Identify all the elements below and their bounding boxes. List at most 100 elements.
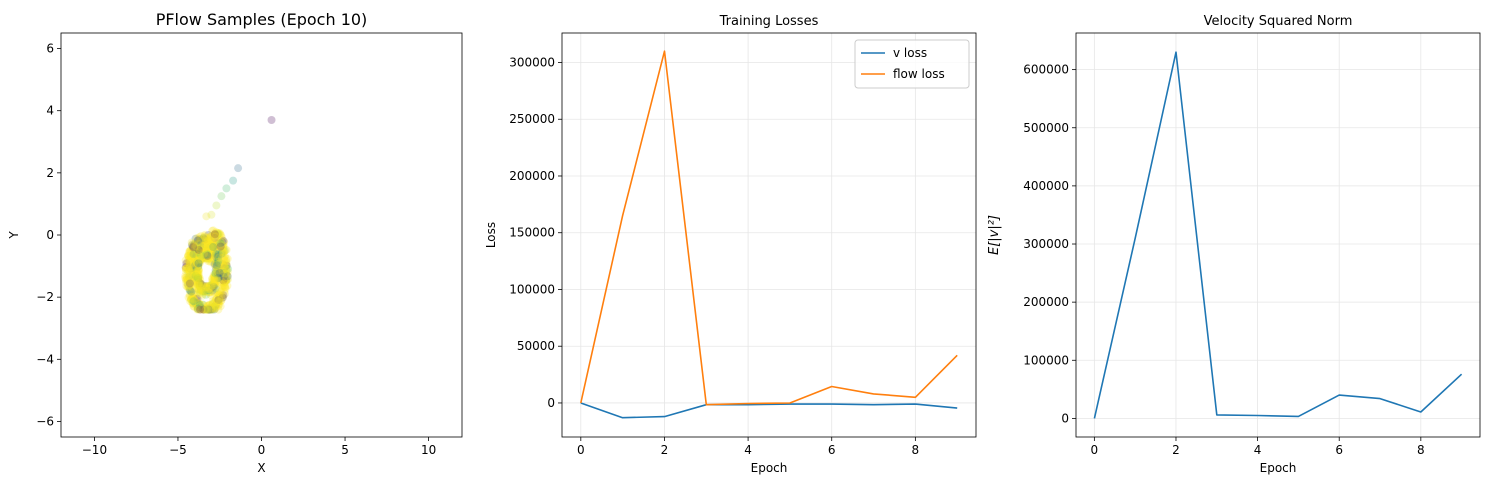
scatter-point: [207, 247, 216, 256]
scatter-point: [219, 272, 228, 281]
y-tick-label: −4: [36, 352, 54, 366]
scatter-point: [211, 258, 220, 267]
scatter-point: [195, 303, 204, 311]
scatter-point: [192, 299, 201, 308]
scatter-point: [204, 285, 213, 294]
scatter-point: [209, 282, 218, 291]
scatter-point: [214, 253, 223, 262]
scatter-point: [210, 271, 219, 280]
scatter-point: [216, 248, 225, 256]
scatter-point: [220, 256, 229, 265]
scatter-point: [203, 251, 212, 260]
scatter-point: [182, 259, 191, 268]
scatter-point: [193, 299, 202, 308]
scatter-point: [204, 247, 213, 256]
scatter-point: [219, 291, 228, 300]
scatter-point: [194, 261, 203, 270]
scatter-point: [194, 249, 203, 258]
scatter-point: [207, 283, 216, 291]
scatter-point: [202, 236, 211, 245]
scatter-point: [195, 259, 204, 268]
scatter-point: [210, 243, 219, 252]
scatter-point: [222, 258, 231, 267]
scatter-point: [219, 246, 228, 255]
scatter-point: [215, 293, 224, 302]
scatter-point: [216, 297, 225, 306]
scatter-point: [200, 251, 209, 260]
scatter-point: [212, 242, 220, 251]
scatter-point: [218, 242, 227, 251]
scatter-point: [214, 229, 222, 238]
scatter-point: [182, 264, 191, 273]
scatter-point: [212, 244, 221, 253]
scatter-point: [184, 293, 193, 302]
scatter-point: [198, 282, 207, 291]
scatter-point: [194, 266, 203, 275]
scatter-point: [194, 260, 203, 269]
scatter-point: [194, 281, 203, 290]
scatter-point: [200, 236, 209, 244]
scatter-point: [194, 239, 203, 248]
scatter-point: [204, 286, 213, 295]
scatter-point: [215, 245, 224, 254]
scatter-point: [223, 267, 232, 276]
scatter-point: [201, 251, 210, 260]
scatter-point: [185, 279, 194, 288]
scatter-point: [197, 255, 205, 264]
scatter-point: [184, 256, 193, 265]
scatter-point: [197, 247, 206, 256]
scatter-point: [210, 280, 219, 289]
scatter-point: [208, 284, 217, 293]
scatter-point: [215, 253, 224, 262]
scatter-point: [201, 244, 210, 253]
scatter-point: [221, 269, 230, 278]
scatter-point: [219, 271, 228, 280]
scatter-point: [207, 304, 215, 313]
scatter-point: [217, 296, 226, 305]
scatter-point: [205, 241, 214, 250]
scatter-point: [191, 265, 200, 274]
scatter-point: [213, 250, 221, 258]
scatter-point: [194, 279, 203, 287]
scatter-point: [193, 258, 202, 267]
scatter-point: [189, 267, 197, 275]
scatter-point: [198, 281, 207, 290]
scatter-point: [203, 245, 212, 254]
scatter-point: [222, 266, 231, 275]
scatter-point: [189, 296, 198, 305]
y-tick-label: −2: [36, 290, 54, 304]
scatter-point: [217, 278, 226, 287]
scatter-point: [192, 266, 201, 275]
scatter-point: [201, 252, 210, 261]
scatter-point: [200, 287, 209, 296]
scatter-point: [193, 305, 202, 314]
scatter-point: [199, 305, 208, 314]
series-line-0: [1093, 51, 1463, 419]
scatter-point: [203, 250, 212, 258]
scatter-point: [222, 276, 231, 285]
scatter-point: [211, 261, 220, 270]
scatter-point: [217, 283, 226, 292]
scatter-point: [186, 287, 195, 296]
scatter-point: [214, 264, 222, 273]
y-tick-label: 200000: [509, 169, 555, 183]
y-tick-label: 6: [46, 42, 54, 56]
scatter-point: [197, 283, 206, 292]
scatter-point: [220, 277, 229, 286]
scatter-point: [188, 292, 197, 301]
scatter-point: [216, 242, 225, 251]
scatter-point: [221, 246, 230, 255]
scatter-point: [197, 254, 206, 263]
scatter-point: [216, 239, 225, 248]
scatter-point: [192, 252, 201, 261]
scatter-point: [215, 293, 224, 302]
scatter-point: [209, 270, 218, 279]
scatter-point: [221, 270, 230, 278]
scatter-point: [204, 245, 213, 254]
scatter-point: [198, 237, 206, 246]
scatter-point: [190, 274, 199, 283]
scatter-point: [202, 250, 211, 259]
scatter-point: [187, 238, 196, 247]
scatter-point: [201, 254, 210, 262]
scatter-point: [192, 255, 201, 264]
